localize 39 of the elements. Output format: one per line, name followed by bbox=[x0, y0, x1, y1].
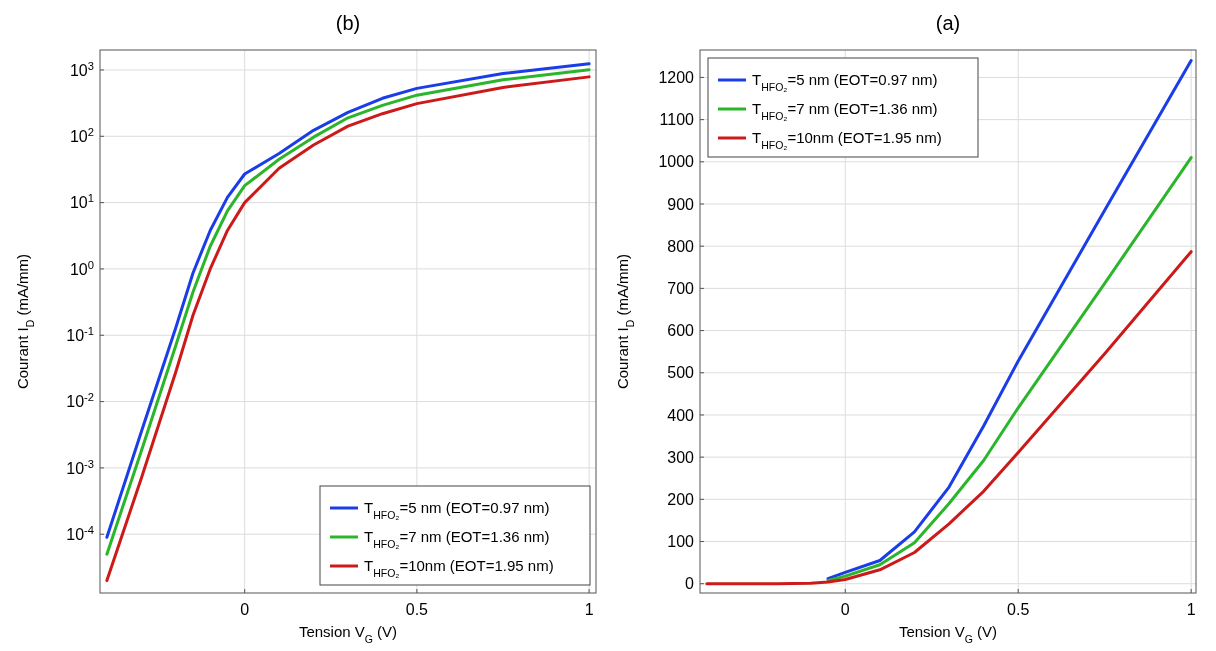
y-tick-label: 700 bbox=[667, 279, 695, 297]
y-tick-label: 100 bbox=[667, 533, 695, 551]
line-series bbox=[705, 250, 1193, 586]
x-tick-label: 0.5 bbox=[1007, 601, 1030, 618]
y-tick-label: 400 bbox=[667, 406, 695, 424]
y-tick-label: 1200 bbox=[658, 69, 695, 87]
y-tick-label: 1100 bbox=[659, 111, 695, 129]
y-tick-label: 10$^{-3}$ bbox=[66, 457, 94, 477]
y-tick-label: 800 bbox=[667, 237, 695, 255]
x-tick-label: 1 bbox=[1186, 601, 1196, 618]
y-tick-label: 0 bbox=[685, 575, 695, 593]
chart-title: (a) bbox=[935, 12, 961, 34]
chart-title: (b) bbox=[335, 12, 361, 34]
y-tick-label: 10$^{0}$ bbox=[69, 258, 94, 278]
y-tick-label: 500 bbox=[667, 364, 695, 382]
x-tick-label: 0 bbox=[840, 601, 850, 618]
y-tick-label: 10$^{1}$ bbox=[69, 192, 94, 212]
legend-label: T$_{HFO₂}$=5 nm (EOT=0.97 nm) bbox=[752, 71, 938, 94]
legend-label: T$_{HFO₂}$=10nm (EOT=1.95 nm) bbox=[364, 557, 554, 580]
y-tick-label: 1000 bbox=[658, 153, 695, 171]
y-tick-label: 10$^{-1}$ bbox=[66, 324, 94, 344]
y-tick-label: 600 bbox=[667, 322, 695, 340]
legend-label: T$_{HFO₂}$=10nm (EOT=1.95 nm) bbox=[752, 129, 942, 152]
x-tick-label: 0 bbox=[240, 601, 250, 618]
legend-label: T$_{HFO₂}$=7 nm (EOT=1.36 nm) bbox=[752, 100, 938, 123]
legend-label: T$_{HFO₂}$=7 nm (EOT=1.36 nm) bbox=[364, 528, 550, 551]
x-tick-label: 0.5 bbox=[405, 601, 429, 618]
y-tick-label: 10$^{2}$ bbox=[69, 125, 94, 145]
y-tick-label: 10$^{-2}$ bbox=[66, 391, 94, 411]
x-tick-label: 1 bbox=[584, 601, 594, 618]
legend-label: T$_{HFO₂}$=5 nm (EOT=0.97 nm) bbox=[364, 499, 550, 522]
y-tick-label: 900 bbox=[667, 195, 695, 213]
x-axis-title: Tension V$_{G}$ (V) bbox=[898, 623, 998, 645]
y-tick-label: 10$^{-4}$ bbox=[66, 523, 94, 543]
x-axis-title: Tension V$_{G}$ (V) bbox=[298, 623, 398, 645]
line-series bbox=[826, 156, 1193, 582]
y-tick-label: 10$^{3}$ bbox=[69, 59, 94, 79]
y-tick-label: 200 bbox=[667, 490, 695, 508]
y-tick-label: 300 bbox=[667, 448, 695, 466]
